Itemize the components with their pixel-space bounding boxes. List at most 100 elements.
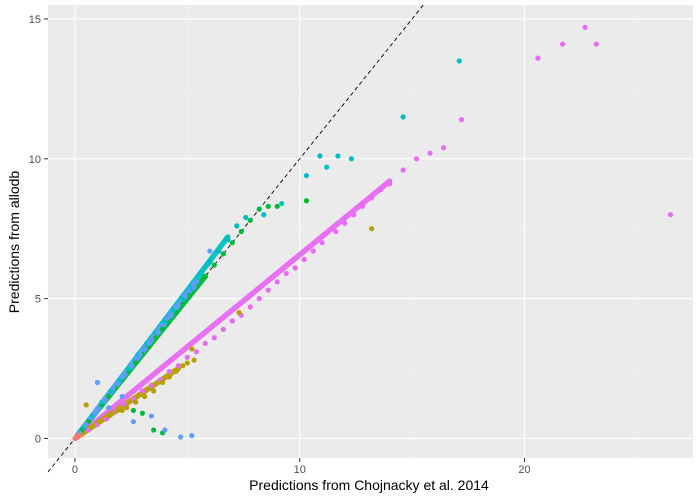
- data-point: [207, 259, 213, 265]
- data-point: [97, 419, 103, 425]
- data-point: [220, 326, 226, 332]
- data-point: [119, 407, 125, 414]
- data-point: [148, 382, 154, 388]
- data-point: [292, 265, 298, 271]
- data-point: [324, 164, 330, 170]
- data-point: [139, 410, 145, 416]
- data-point: [173, 368, 179, 374]
- data-point: [160, 326, 166, 332]
- data-point: [256, 296, 262, 302]
- data-point: [191, 357, 197, 363]
- data-point: [101, 396, 107, 402]
- data-point: [283, 270, 289, 277]
- data-point: [191, 284, 197, 291]
- data-point: [229, 240, 235, 246]
- data-point: [151, 427, 157, 433]
- data-point: [229, 318, 235, 324]
- data-point: [73, 435, 79, 441]
- axis-ticks: 0 10 20 0 5 10 15: [29, 14, 531, 476]
- data-point: [177, 434, 184, 440]
- data-point: [184, 360, 190, 366]
- data-point: [160, 379, 166, 386]
- data-point: [202, 273, 208, 279]
- y-tick-label: 10: [29, 154, 41, 166]
- data-point: [256, 206, 262, 212]
- data-point: [456, 58, 462, 64]
- data-point: [274, 279, 280, 285]
- data-point: [92, 410, 98, 416]
- y-tick-label: 0: [35, 433, 41, 445]
- data-point: [216, 248, 222, 254]
- data-point: [83, 402, 89, 408]
- data-point: [128, 363, 134, 369]
- data-point: [166, 374, 172, 380]
- data-point: [535, 55, 541, 61]
- data-point: [427, 150, 433, 156]
- data-point: [119, 393, 125, 400]
- data-point: [180, 363, 186, 369]
- data-point: [265, 287, 271, 293]
- data-point: [193, 349, 199, 355]
- data-point: [400, 167, 406, 173]
- data-point: [440, 145, 447, 151]
- data-point: [106, 413, 112, 419]
- data-point: [151, 388, 157, 394]
- data-point: [303, 172, 310, 179]
- data-point: [593, 41, 599, 47]
- x-tick-label: 0: [72, 464, 78, 476]
- data-point: [310, 248, 316, 254]
- data-point: [106, 405, 112, 411]
- data-point: [413, 156, 420, 162]
- data-point: [274, 203, 280, 209]
- data-point: [247, 304, 253, 310]
- data-point: [369, 226, 375, 232]
- data-point: [243, 214, 249, 221]
- data-point: [560, 41, 566, 47]
- data-point: [94, 379, 101, 386]
- data-point: [83, 421, 89, 428]
- data-point: [265, 203, 271, 209]
- data-point: [351, 212, 357, 218]
- data-point: [115, 407, 121, 414]
- data-point: [261, 212, 267, 218]
- data-point: [400, 114, 406, 120]
- data-point: [317, 153, 323, 159]
- data-point: [360, 203, 366, 209]
- data-point: [202, 340, 208, 346]
- grid-lines: [48, 5, 693, 458]
- data-point: [319, 240, 325, 246]
- data-point: [247, 217, 253, 223]
- data-point: [153, 335, 159, 341]
- x-tick-label: 10: [294, 464, 306, 476]
- data-point: [110, 385, 116, 391]
- data-point: [166, 368, 172, 374]
- data-point: [220, 251, 226, 257]
- y-tick-label: 5: [35, 294, 41, 306]
- data-point: [180, 301, 186, 307]
- data-point: [133, 360, 139, 366]
- data-point: [348, 156, 354, 162]
- dense-point-band: [74, 178, 393, 440]
- data-point: [146, 340, 152, 346]
- data-point: [119, 374, 125, 380]
- data-point: [148, 413, 154, 419]
- data-point: [369, 195, 375, 201]
- data-point: [667, 212, 674, 218]
- data-point: [189, 433, 195, 439]
- x-axis-title: Predictions from Chojnacky et al. 2014: [249, 477, 489, 493]
- data-point: [198, 270, 204, 277]
- data-point: [137, 351, 143, 358]
- data-point: [211, 335, 217, 341]
- data-point: [234, 223, 240, 229]
- data-point: [139, 388, 145, 394]
- data-point: [303, 198, 310, 204]
- data-point: [164, 315, 170, 321]
- data-point: [133, 399, 139, 405]
- data-point: [175, 363, 181, 369]
- data-point: [207, 248, 213, 254]
- data-point: [142, 393, 148, 400]
- y-tick-label: 15: [29, 14, 41, 26]
- data-point: [333, 228, 339, 235]
- data-point: [186, 293, 193, 299]
